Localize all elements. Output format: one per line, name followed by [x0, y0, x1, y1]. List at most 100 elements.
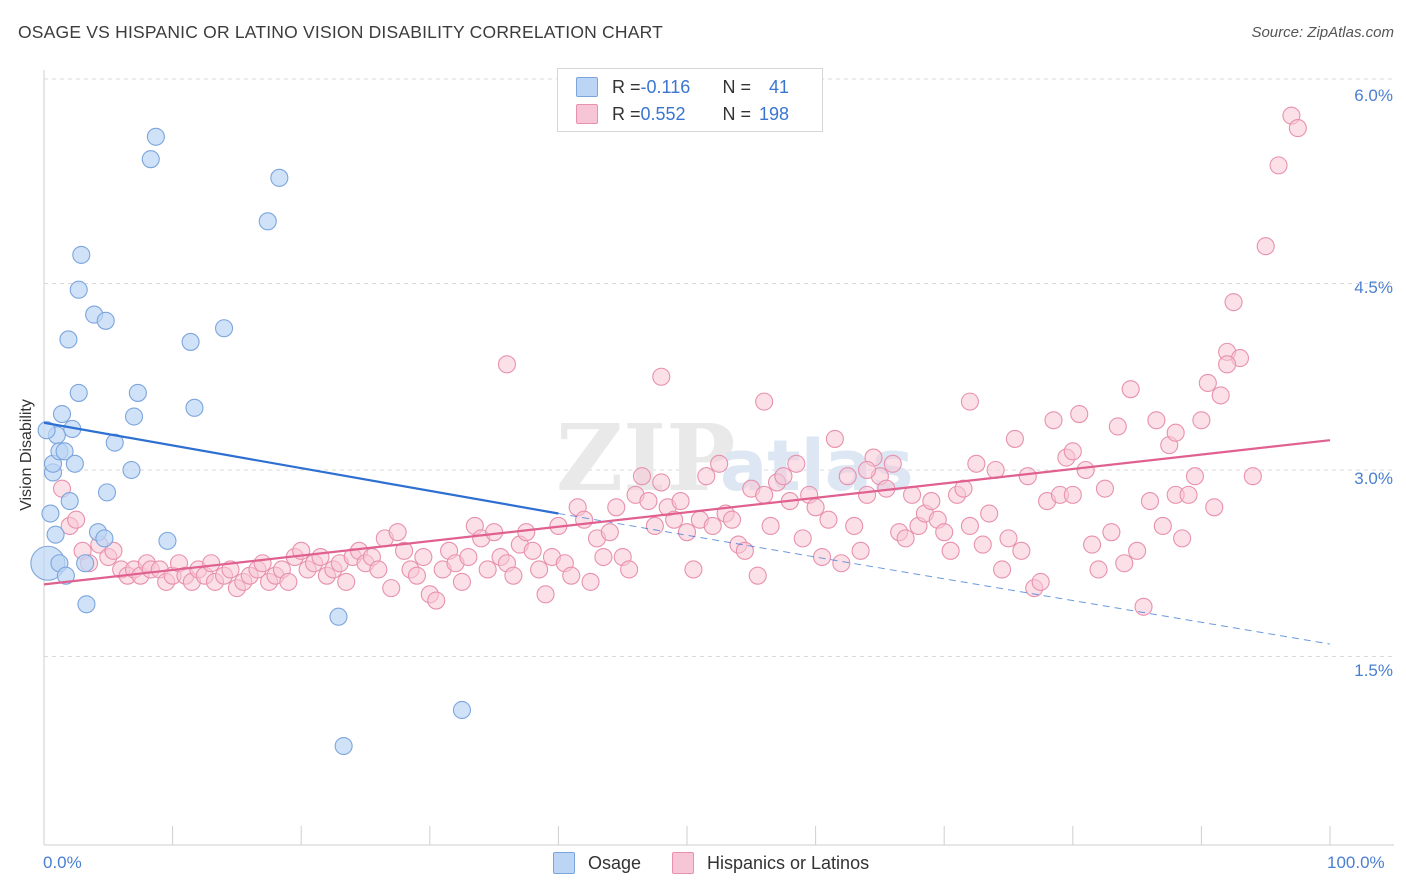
hispanic-point	[1115, 554, 1134, 573]
hispanic-point	[845, 516, 864, 536]
osage-point	[334, 736, 353, 756]
hispanic-point	[575, 510, 594, 529]
hispanic-point	[395, 541, 414, 560]
hispanic-point	[1224, 293, 1243, 312]
legend-row-hispanic: R = 0.552 N = 198	[576, 102, 789, 126]
osage-point	[122, 460, 141, 480]
hispanic-swatch	[576, 104, 598, 124]
hispanic-point	[935, 523, 954, 542]
chart-title: OSAGE VS HISPANIC OR LATINO VISION DISAB…	[18, 22, 664, 42]
n-label: N =	[722, 103, 752, 124]
osage-point	[141, 150, 160, 169]
hispanic-point	[1121, 380, 1140, 399]
osage-point	[46, 525, 65, 544]
hispanic-point	[620, 560, 639, 579]
hispanic-legend-label: Hispanics or Latinos	[707, 852, 870, 873]
hispanic-point	[1134, 597, 1153, 616]
hispanic-point	[1147, 411, 1166, 430]
hispanic-point	[1269, 156, 1288, 175]
hispanic-point	[755, 485, 774, 504]
x-tick-label: 100.0%	[1327, 853, 1385, 872]
hispanic-point	[1218, 355, 1237, 374]
osage-point	[69, 280, 88, 299]
correlation-legend: R = -0.116 N = 41 R = 0.552 N = 198	[557, 68, 823, 132]
hispanic-point	[1185, 467, 1205, 486]
hispanic-point	[819, 510, 838, 529]
hispanic-point	[600, 523, 619, 542]
hispanic-point	[594, 547, 613, 567]
r-label: R =	[612, 76, 641, 97]
hispanic-point	[369, 560, 388, 579]
hispanic-point	[960, 392, 979, 411]
hispanic-point	[478, 560, 497, 579]
legend-item-hispanic: Hispanics or Latinos	[672, 852, 869, 874]
osage-point	[158, 531, 177, 550]
osage-trend-extension	[558, 513, 1331, 645]
hispanic-point	[755, 392, 774, 411]
hispanic-point	[382, 579, 401, 598]
hispanic-point	[883, 454, 902, 473]
hispanic-point	[922, 492, 941, 511]
hispanic-point	[1173, 529, 1192, 548]
osage-point	[59, 330, 78, 349]
hispanic-point	[806, 498, 825, 517]
osage-point	[258, 212, 277, 231]
hispanic-point	[67, 510, 86, 529]
hispanic-point	[607, 498, 626, 517]
hispanic-point	[1102, 523, 1121, 542]
source-label: Source: ZipAtlas.com	[1251, 24, 1394, 41]
hispanic-point	[1070, 404, 1089, 424]
hispanic-point	[774, 467, 793, 486]
hispanic-point	[710, 454, 729, 473]
hispanic-point	[562, 566, 581, 585]
hispanic-point	[337, 572, 356, 591]
hispanic-point	[414, 547, 433, 567]
hispanic-point	[104, 541, 123, 560]
hispanic-point	[517, 523, 536, 542]
osage-point	[37, 421, 56, 440]
hispanic-point	[1095, 479, 1114, 498]
hispanic-point	[1063, 442, 1082, 461]
hispanic-point	[665, 510, 684, 529]
hispanic-point	[536, 585, 555, 604]
hispanic-point	[993, 560, 1012, 579]
n-value: 198	[759, 103, 790, 124]
osage-point	[270, 168, 289, 187]
hispanic-point	[1243, 467, 1262, 486]
osage-swatch	[553, 852, 575, 874]
hispanic-point	[452, 572, 472, 591]
hispanic-point	[202, 554, 221, 573]
hispanic-point	[407, 566, 426, 585]
osage-point	[52, 404, 72, 424]
hispanic-swatch	[672, 852, 694, 874]
hispanic-point	[1108, 417, 1127, 436]
hispanic-point	[1076, 460, 1095, 480]
hispanic-point	[523, 541, 542, 560]
hispanic-point	[722, 510, 742, 529]
osage-point	[97, 483, 117, 502]
hispanic-point	[677, 523, 697, 542]
hispanic-point	[1044, 411, 1063, 430]
hispanic-point	[645, 516, 664, 536]
hispanic-point	[748, 566, 767, 585]
hispanic-point	[1140, 492, 1160, 511]
hispanic-point	[825, 429, 844, 448]
osage-trend-line	[43, 421, 559, 515]
hispanic-point	[954, 479, 973, 498]
osage-point	[60, 492, 79, 511]
osage-point	[72, 245, 91, 264]
hispanic-point	[902, 485, 922, 504]
hispanic-point	[279, 572, 298, 591]
hispanic-point	[388, 523, 407, 542]
hispanic-point	[427, 591, 446, 610]
hispanic-point	[504, 566, 523, 585]
hispanic-point	[652, 367, 671, 386]
hispanic-point	[812, 547, 832, 567]
legend-row-osage: R = -0.116 N = 41	[576, 75, 789, 99]
hispanic-point	[960, 516, 979, 536]
hispanic-point	[1211, 386, 1230, 405]
hispanic-point	[1063, 485, 1082, 504]
osage-point	[329, 607, 348, 626]
osage-swatch	[576, 77, 598, 97]
